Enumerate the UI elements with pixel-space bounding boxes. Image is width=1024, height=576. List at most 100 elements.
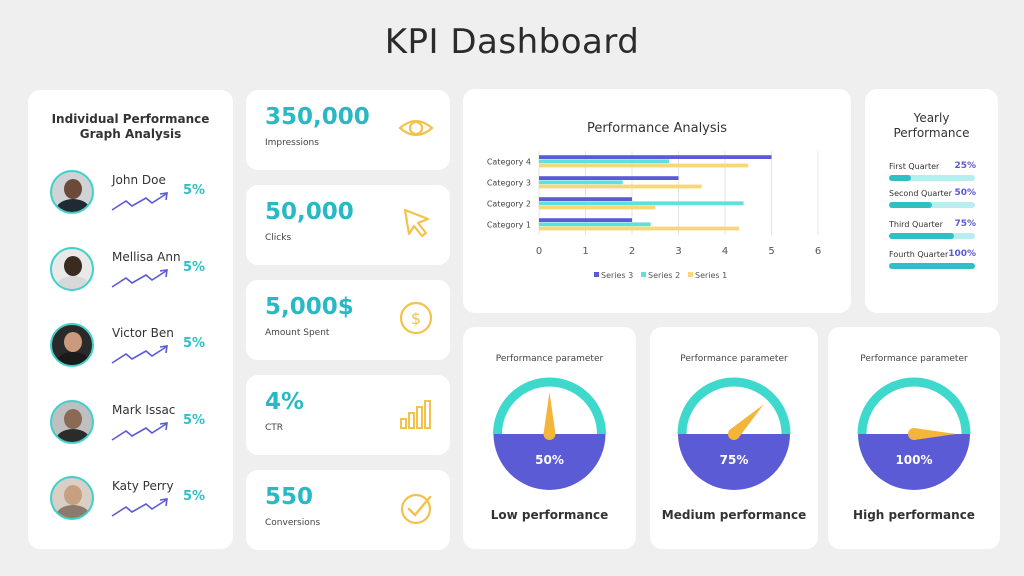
quarter-progress-track bbox=[889, 202, 975, 208]
gauge-base bbox=[678, 434, 790, 490]
quarter-label: Fourth Quarter bbox=[889, 250, 949, 259]
gauge-high: 100% bbox=[857, 377, 971, 490]
y-tick-label: Category 1 bbox=[487, 221, 531, 230]
bar bbox=[539, 222, 651, 227]
x-tick-label: 2 bbox=[629, 246, 635, 257]
quarter-value: 100% bbox=[948, 249, 976, 259]
gauge-value: 75% bbox=[720, 453, 749, 467]
individual-performance-card: Individual Performance Graph Analysis Jo… bbox=[28, 90, 233, 549]
legend-swatch bbox=[688, 272, 693, 277]
quarter-progress-fill bbox=[889, 233, 954, 239]
dashboard-title: KPI Dashboard bbox=[384, 22, 640, 62]
bar-chart-icon bbox=[400, 400, 431, 429]
gauge-label: Low performance bbox=[490, 508, 609, 522]
y-tick-label: Category 3 bbox=[487, 179, 531, 188]
person-name: Katy Perry bbox=[112, 479, 174, 493]
legend-label: Series 1 bbox=[695, 271, 727, 280]
gauge-base bbox=[858, 434, 970, 490]
kpi-card-amount-spent: 5,000$ Amount Spent $ bbox=[246, 280, 450, 360]
quarter-progress-track bbox=[889, 233, 975, 239]
kpi-label: CTR bbox=[265, 423, 284, 433]
check-circle-icon bbox=[400, 493, 432, 525]
kpi-value: 4% bbox=[265, 389, 305, 415]
kpi-value: 550 bbox=[265, 484, 314, 510]
gauge-base bbox=[493, 434, 606, 490]
individual-performance-title: Individual Performance Graph Analysis bbox=[51, 112, 210, 141]
kpi-value: 350,000 bbox=[265, 104, 370, 130]
avatar bbox=[50, 247, 94, 291]
person-name: Mellisa Ann bbox=[112, 250, 181, 264]
kpi-value: 50,000 bbox=[265, 199, 354, 225]
legend-swatch bbox=[594, 272, 599, 277]
person-name: Mark Issac bbox=[112, 403, 176, 417]
gauge-needle-hub bbox=[728, 428, 740, 440]
bar bbox=[539, 197, 632, 201]
bar bbox=[539, 205, 656, 210]
kpi-label: Conversions bbox=[265, 518, 321, 528]
kpi-card-conversions: 550 Conversions bbox=[246, 470, 450, 550]
quarter-label: Third Quarter bbox=[889, 220, 943, 229]
quarter-label: First Quarter bbox=[889, 162, 940, 171]
kpi-label: Impressions bbox=[265, 138, 319, 148]
x-tick-label: 3 bbox=[675, 246, 681, 257]
gauge-subtitle: Performance parameter bbox=[495, 354, 604, 364]
trend-arrow-icon bbox=[111, 269, 168, 288]
person-percent: 5% bbox=[183, 260, 206, 275]
gauge-value: 100% bbox=[895, 453, 932, 467]
legend-label: Series 3 bbox=[601, 271, 633, 280]
dollar-icon: $ bbox=[399, 301, 433, 335]
quarter-progress-fill bbox=[889, 175, 911, 181]
person-row: Victor Ben 5% bbox=[50, 323, 225, 373]
x-tick-label: 5 bbox=[768, 246, 774, 257]
gauge-low: 50% bbox=[493, 377, 606, 490]
gauge-arc bbox=[857, 377, 971, 435]
gauge-subtitle: Performance parameter bbox=[680, 354, 788, 364]
chart-title: Performance Analysis bbox=[586, 121, 728, 136]
legend-label: Series 2 bbox=[648, 271, 680, 280]
avatar bbox=[50, 323, 94, 367]
gauge-needle bbox=[543, 392, 556, 434]
avatar bbox=[50, 476, 94, 520]
quarter-value: 75% bbox=[954, 219, 976, 229]
y-tick-label: Category 2 bbox=[487, 200, 531, 209]
gauge-label: Medium performance bbox=[661, 508, 807, 522]
yearly-performance-card: Yearly Performance First Quarter 25% Sec… bbox=[865, 89, 998, 313]
kpi-label: Clicks bbox=[265, 233, 292, 243]
gauge-needle-hub bbox=[908, 428, 920, 440]
gauge-medium: 75% bbox=[677, 377, 791, 490]
kpi-card-ctr: 4% CTR bbox=[246, 375, 450, 455]
kpi-card-clicks: 50,000 Clicks bbox=[246, 185, 450, 265]
bar bbox=[539, 163, 749, 168]
bar bbox=[539, 201, 744, 206]
gauge-card-high: Performance parameter 100% High performa… bbox=[828, 327, 1000, 549]
performance-analysis-card: Performance Analysis 0 1 2 3 4 5 6 Category 1 Ca… bbox=[463, 89, 851, 313]
eye-icon bbox=[398, 119, 434, 137]
gauge-value: 50% bbox=[535, 453, 564, 467]
gauge-label: High performance bbox=[853, 508, 975, 522]
bar bbox=[539, 176, 679, 180]
x-tick-label: 6 bbox=[815, 246, 821, 257]
y-tick-label: Category 4 bbox=[487, 158, 531, 167]
person-row: Katy Perry 5% bbox=[50, 476, 225, 526]
quarter-value: 25% bbox=[954, 161, 976, 171]
gauge-needle-hub bbox=[543, 428, 556, 440]
avatar bbox=[50, 400, 94, 444]
x-tick-label: 4 bbox=[722, 246, 728, 257]
person-percent: 5% bbox=[183, 413, 206, 428]
person-percent: 5% bbox=[183, 489, 206, 504]
gauge-card-low: Performance parameter 50% Low performanc… bbox=[463, 327, 636, 549]
person-row: Mellisa Ann 5% bbox=[50, 247, 225, 297]
yearly-performance-title: Yearly Performance bbox=[893, 111, 970, 140]
person-row: John Doe 5% bbox=[50, 170, 225, 220]
svg-text:$: $ bbox=[411, 309, 421, 328]
bar bbox=[539, 155, 772, 159]
person-percent: 5% bbox=[183, 336, 206, 351]
kpi-label: Amount Spent bbox=[265, 328, 330, 338]
cursor-icon bbox=[403, 208, 430, 238]
gauge-needle bbox=[729, 404, 764, 439]
bar bbox=[539, 226, 739, 231]
quarter-progress-track bbox=[889, 263, 975, 269]
x-tick-label: 0 bbox=[536, 246, 542, 257]
bar bbox=[539, 184, 702, 189]
gauge-needle bbox=[914, 428, 956, 440]
